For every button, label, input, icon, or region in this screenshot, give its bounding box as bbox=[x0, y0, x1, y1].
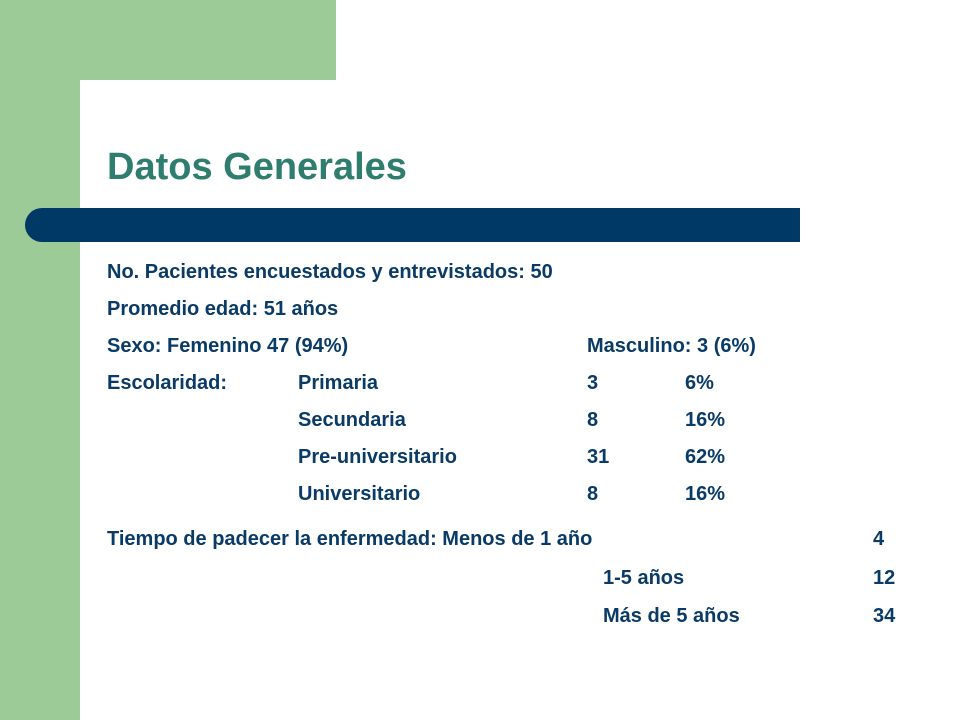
top-green-band bbox=[0, 0, 336, 80]
escolaridad-n: 3 bbox=[587, 372, 599, 394]
title-underline-bar bbox=[25, 208, 800, 242]
escolaridad-nivel: Secundaria bbox=[298, 409, 406, 431]
escolaridad-pct: 6% bbox=[685, 372, 714, 394]
tiempo-n: 4 bbox=[873, 528, 885, 550]
escolaridad-pct: 16% bbox=[685, 409, 726, 431]
tiempo-label: Tiempo de padecer la enfermedad: Menos d… bbox=[107, 528, 593, 550]
left-green-band bbox=[0, 0, 80, 720]
slide-title: Datos Generales bbox=[107, 146, 407, 188]
escolaridad-nivel: Primaria bbox=[298, 372, 379, 394]
tiempo-n: 34 bbox=[873, 605, 896, 627]
pacientes-line: No. Pacientes encuestados y entrevistado… bbox=[107, 261, 553, 283]
tiempo-rango: 1-5 años bbox=[603, 567, 685, 589]
escolaridad-label: Escolaridad: bbox=[107, 372, 228, 394]
escolaridad-pct: 62% bbox=[685, 446, 726, 468]
content-card bbox=[80, 80, 960, 720]
tiempo-rango: Más de 5 años bbox=[603, 605, 740, 627]
escolaridad-n: 8 bbox=[587, 483, 599, 505]
edad-line: Promedio edad: 51 años bbox=[107, 298, 339, 320]
escolaridad-nivel: Universitario bbox=[298, 483, 421, 505]
tiempo-n: 12 bbox=[873, 567, 896, 589]
escolaridad-n: 8 bbox=[587, 409, 599, 431]
escolaridad-pct: 16% bbox=[685, 483, 726, 505]
sexo-femenino: Sexo: Femenino 47 (94%) bbox=[107, 335, 349, 357]
sexo-masculino: Masculino: 3 (6%) bbox=[587, 335, 756, 357]
escolaridad-nivel: Pre-universitario bbox=[298, 446, 457, 468]
escolaridad-n: 31 bbox=[587, 446, 610, 468]
